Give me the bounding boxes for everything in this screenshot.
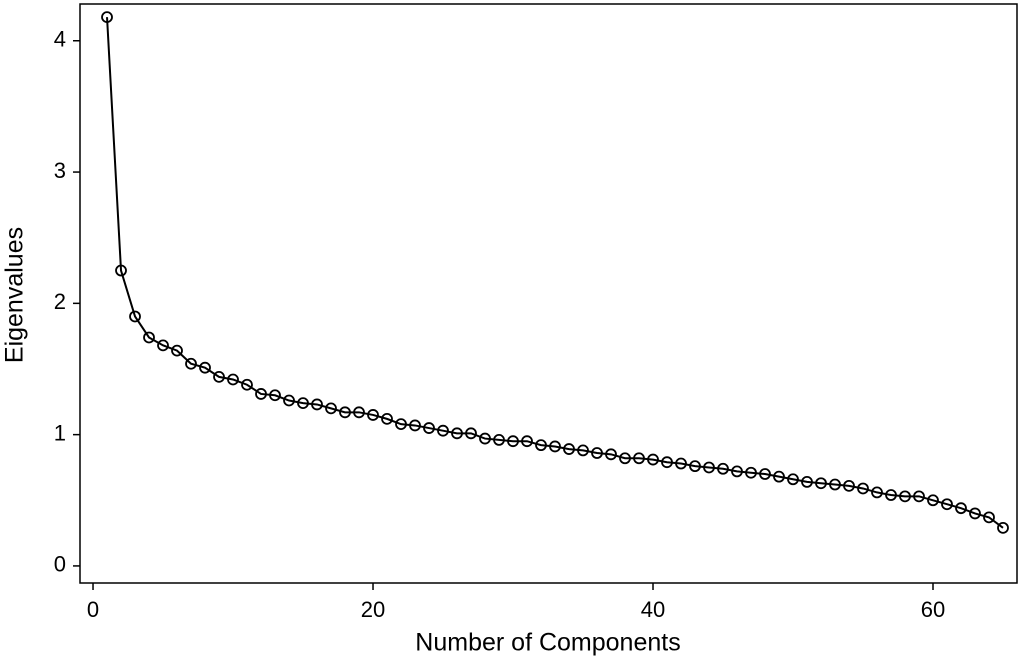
data-point [185,357,197,370]
data-point [773,470,785,483]
data-point [913,490,925,503]
data-point [269,389,281,402]
data-point [115,264,127,277]
data-point [997,521,1009,534]
data-point [675,457,687,470]
data-point [353,406,365,419]
data-point [367,409,379,421]
data-point [983,511,995,524]
data-point [325,402,337,415]
data-point [283,394,295,407]
y-tick-label: 0 [54,552,66,577]
y-tick-label: 3 [54,158,66,183]
data-point [423,422,435,434]
data-point [885,489,897,501]
data-point [437,424,449,437]
data-point [451,427,463,440]
y-axis-title: Eigenvalues [1,227,29,363]
y-tick-label: 1 [54,420,66,445]
data-point [101,11,113,24]
data-point [171,344,183,357]
x-tick-label: 40 [641,597,665,622]
data-point [297,397,309,410]
data-point [661,456,673,469]
data-point [493,433,505,446]
data-point [969,507,981,520]
data-point [647,453,659,466]
data-point [591,447,603,459]
data-point [801,476,813,488]
data-point [787,473,799,486]
data-point [857,482,869,495]
plot-frame [79,3,1018,584]
data-point [605,448,617,461]
data-point [395,418,407,431]
data-point [549,440,561,453]
data-point [731,465,743,478]
data-point [815,477,827,490]
data-point [619,452,631,465]
data-point [143,331,155,344]
y-tick-label: 4 [54,27,66,52]
data-point [941,498,953,511]
x-tick-label: 0 [87,597,99,622]
data-point [759,468,771,480]
data-point [213,370,225,383]
data-point [479,432,491,445]
data-point [843,479,855,492]
data-point [955,502,967,515]
data-point [899,490,911,503]
data-point [577,444,589,457]
data-point [227,373,239,386]
data-point [745,466,757,479]
data-point [157,339,169,352]
data-point [829,478,841,491]
data-point [535,439,547,452]
data-point [255,388,267,400]
x-tick-label: 60 [921,597,945,622]
data-point [311,398,323,411]
data-point [381,412,393,425]
data-point [703,461,715,474]
y-tick-label: 2 [54,289,66,314]
data-point [241,378,253,391]
x-tick-label: 20 [361,597,385,622]
data-point [633,452,645,465]
data-point [563,443,575,455]
data-point [339,406,351,419]
data-point [717,462,729,475]
data-point [521,435,533,448]
data-point [465,427,477,440]
data-point [871,486,883,499]
data-point [507,435,519,448]
data-point [409,419,421,432]
data-point [927,494,939,507]
data-point [199,361,211,374]
x-axis-title: Number of Components [415,629,680,657]
data-point [129,310,141,323]
data-point [689,460,701,473]
